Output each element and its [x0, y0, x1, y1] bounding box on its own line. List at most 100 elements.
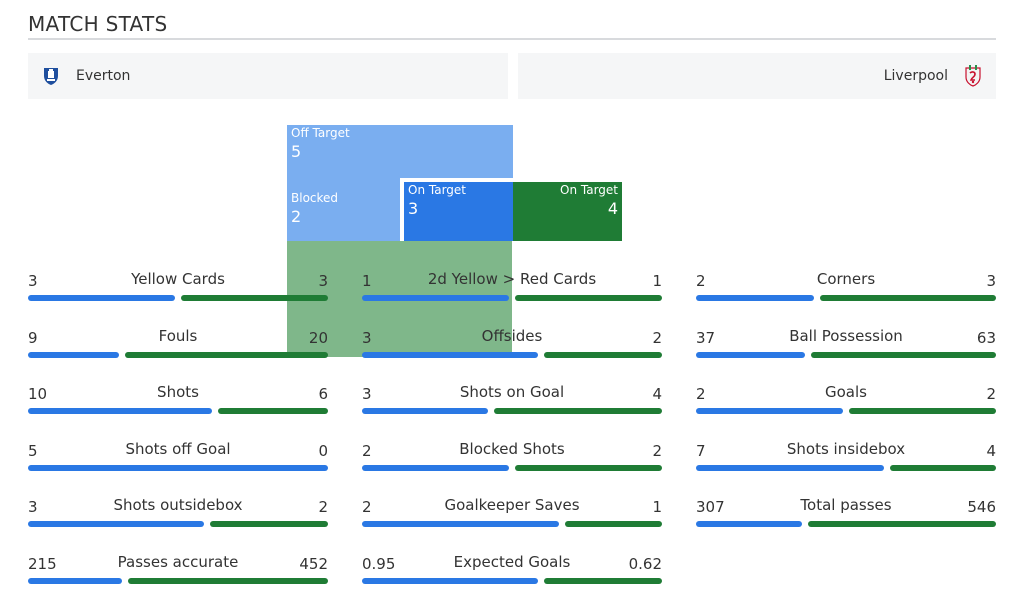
- stat-away-value: 4: [652, 385, 662, 403]
- stat-home-value: 215: [28, 554, 57, 573]
- stat-away-bar: [819, 295, 996, 301]
- on-target-home-label: On Target: [408, 183, 466, 197]
- stat-home-bar: [28, 464, 328, 471]
- stat-home-value: 9: [28, 328, 38, 347]
- blocked-home-value: 2: [291, 207, 302, 226]
- stat-home-bar: [696, 351, 805, 358]
- stat-away-value: 452: [299, 554, 328, 573]
- off-target-away-label: Off Target: [675, 126, 734, 140]
- stat-name: Offsides: [481, 326, 543, 345]
- stat-away-value: 3: [318, 272, 328, 290]
- stat-away-bar: [181, 295, 328, 301]
- stat-away-value: 63: [976, 328, 996, 347]
- stat-home-bar: [28, 577, 123, 584]
- stat-away-bar: [128, 577, 328, 584]
- stat-away-value: 546: [967, 498, 996, 516]
- stat-home-bar: [362, 351, 539, 358]
- away-team-box[interactable]: Liverpool: [518, 53, 996, 99]
- stat-name: Blocked Shots: [459, 439, 565, 458]
- stat-name: Shots off Goal: [125, 439, 231, 458]
- stat-name: Passes accurate: [117, 552, 239, 571]
- stat-row: 0.95 Expected Goals 0.62: [362, 551, 662, 591]
- blocked-away-label: Blocked: [686, 191, 734, 205]
- stat-home-value: 7: [696, 441, 706, 460]
- stat-away-bar: [849, 408, 996, 414]
- stat-away-bar: [515, 464, 662, 471]
- shotmap-on-target-away-zone: On Target 4: [513, 182, 622, 241]
- stat-home-value: 10: [28, 385, 48, 403]
- stat-home-bar: [362, 408, 489, 414]
- stat-home-value: 3: [362, 385, 372, 403]
- stat-name: Goals: [825, 383, 867, 401]
- stat-name: Yellow Cards: [131, 270, 225, 288]
- stat-away-bar: [544, 577, 662, 584]
- stat-row: 3 Offsides 2: [362, 325, 662, 365]
- stat-away-value: 2: [652, 441, 662, 460]
- stat-row: 307 Total passes 546: [696, 494, 996, 534]
- stat-home-value: 3: [28, 498, 38, 516]
- stat-away-value: 20: [308, 328, 328, 347]
- stat-row: 7 Shots insidebox 4: [696, 438, 996, 478]
- stat-home-value: 3: [28, 272, 38, 290]
- everton-crest-icon: [40, 65, 62, 87]
- stat-away-bar: [125, 351, 328, 358]
- stat-away-value: 3: [986, 272, 996, 290]
- stat-home-value: 37: [696, 328, 716, 347]
- home-team-box[interactable]: Everton: [28, 53, 508, 99]
- stat-home-value: 3: [362, 328, 372, 347]
- off-target-home-label: Off Target: [291, 126, 350, 140]
- stat-name: Goalkeeper Saves: [444, 496, 580, 514]
- stat-home-bar: [362, 577, 539, 584]
- stat-row: 3 Shots outsidebox 2: [28, 494, 328, 534]
- stat-row: 5 Shots off Goal 0: [28, 438, 328, 478]
- stat-name: Shots insidebox: [786, 439, 906, 458]
- stat-home-value: 2: [696, 385, 706, 403]
- stat-row: 3 Shots on Goal 4: [362, 381, 662, 421]
- blocked-away-value: 2: [723, 207, 734, 226]
- stat-name: Shots: [157, 383, 199, 401]
- stat-home-value: 5: [28, 441, 38, 460]
- stat-name: Ball Possession: [789, 326, 903, 345]
- stat-row: 10 Shots 6: [28, 381, 328, 421]
- shotmap-on-target-home-zone: On Target 3: [404, 182, 513, 241]
- stat-home-bar: [362, 295, 509, 301]
- stat-home-bar: [696, 464, 885, 471]
- stat-away-bar: [217, 408, 328, 414]
- away-team-name: Liverpool: [883, 68, 948, 84]
- liverpool-crest-icon: [962, 65, 984, 87]
- stat-row: 215 Passes accurate 452: [28, 551, 328, 591]
- stat-away-value: 0.62: [628, 554, 662, 573]
- on-target-home-value: 3: [408, 199, 419, 218]
- stat-home-bar: [28, 521, 205, 527]
- stat-away-value: 1: [652, 272, 662, 290]
- stat-home-bar: [696, 408, 843, 414]
- home-team-name: Everton: [76, 68, 131, 84]
- stat-name: Total passes: [800, 496, 892, 514]
- stat-row: 1 2d Yellow > Red Cards 1: [362, 268, 662, 308]
- stat-name: Shots outsidebox: [113, 496, 243, 514]
- stat-away-bar: [890, 464, 996, 471]
- stat-home-bar: [362, 521, 559, 527]
- stat-row: 2 Corners 3: [696, 268, 996, 308]
- stat-home-bar: [696, 295, 814, 301]
- stat-away-bar: [210, 521, 328, 527]
- stat-away-value: 1: [652, 498, 662, 516]
- page-title: MATCH STATS: [28, 12, 168, 36]
- stat-away-value: 2: [986, 385, 996, 403]
- stat-home-value: 2: [362, 441, 372, 460]
- stat-home-value: 307: [696, 498, 725, 516]
- stat-away-value: 2: [652, 328, 662, 347]
- stat-home-bar: [28, 408, 212, 414]
- shot-map: Off Target 5 Off Target 2 Blocked 2 Bloc…: [287, 125, 738, 357]
- stat-away-value: 0: [318, 441, 328, 460]
- stat-name: Expected Goals: [453, 552, 571, 571]
- stat-row: 2 Goalkeeper Saves 1: [362, 494, 662, 534]
- off-target-home-value: 5: [291, 142, 302, 161]
- stat-home-bar: [362, 464, 509, 471]
- stat-away-bar: [564, 521, 662, 527]
- stat-away-bar: [544, 351, 662, 358]
- on-target-away-label: On Target: [560, 183, 618, 197]
- stat-away-value: 2: [318, 498, 328, 516]
- on-target-frame: [400, 178, 626, 241]
- stat-home-bar: [28, 351, 120, 358]
